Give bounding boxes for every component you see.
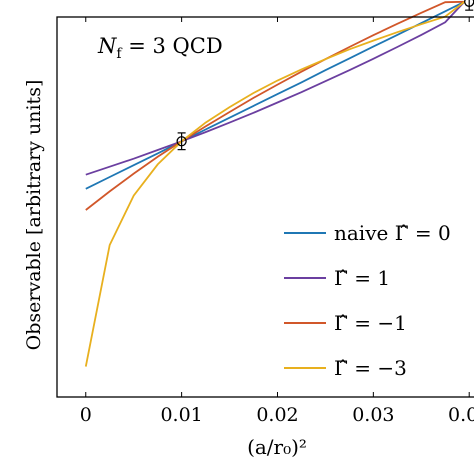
- data-point-1: [464, 0, 474, 11]
- series-curves: [84, 0, 466, 367]
- legend-item-3: Γ̂ = −3: [284, 356, 407, 380]
- legend-item-1: Γ̂ = 1: [284, 266, 390, 290]
- legend-label: Γ̂ = 1: [334, 266, 390, 290]
- x-tick-label: 0: [80, 404, 92, 426]
- legend-item-0: naive Γ̂ = 0: [284, 221, 451, 245]
- legend-label: Γ̂ = −1: [334, 311, 407, 335]
- series-line-0: [85, 0, 465, 190]
- chart-annotation: Nf = 3 QCD: [97, 34, 223, 62]
- x-tick-label: 0.03: [352, 404, 394, 426]
- series-line-2: [85, 0, 465, 211]
- series-line-1: [85, 1, 466, 176]
- legend: naive Γ̂ = 0 Γ̂ = 1 Γ̂ = −1 Γ̂ = −3: [284, 221, 451, 380]
- data-points: [176, 0, 474, 151]
- plot-frame: [56, 16, 474, 398]
- legend-label: Γ̂ = −3: [334, 356, 407, 380]
- legend-item-2: Γ̂ = −1: [284, 311, 407, 335]
- x-tick-label: 0.01: [160, 404, 202, 426]
- data-point-0: [176, 132, 187, 151]
- x-ticks: 0 0.01 0.02 0.03 0.04: [80, 17, 474, 426]
- x-tick-label: 0.04: [448, 404, 474, 426]
- y-axis-label: Observable [arbitrary units]: [23, 80, 45, 351]
- x-tick-label: 0.02: [256, 404, 298, 426]
- x-axis-label: (a/r₀)²: [247, 435, 307, 459]
- legend-label: naive Γ̂ = 0: [334, 221, 451, 245]
- series-line-3: [84, 1, 465, 367]
